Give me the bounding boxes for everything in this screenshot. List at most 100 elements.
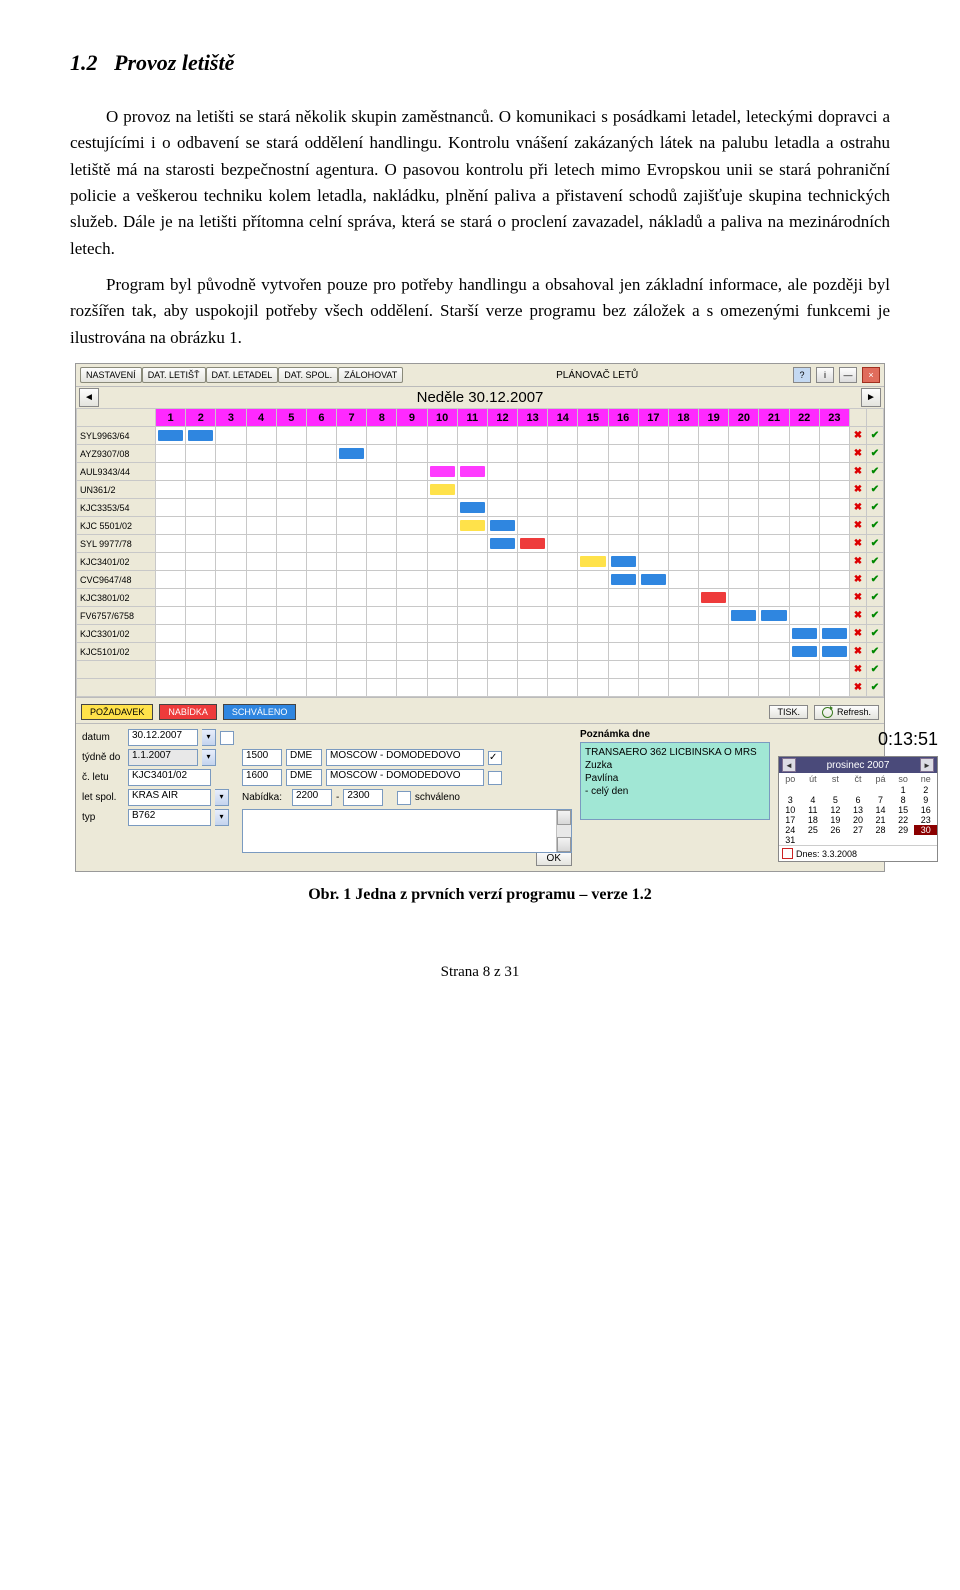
hour-cell[interactable]: [457, 607, 487, 625]
hour-cell[interactable]: [699, 571, 729, 589]
cal-day[interactable]: 16: [914, 805, 937, 815]
hour-cell[interactable]: [367, 463, 397, 481]
hour-cell[interactable]: [156, 481, 186, 499]
hour-cell[interactable]: [216, 571, 246, 589]
hour-cell[interactable]: [729, 643, 759, 661]
hour-cell[interactable]: [487, 643, 517, 661]
help-button[interactable]: ?: [793, 367, 811, 383]
hour-cell[interactable]: [337, 517, 367, 535]
hour-cell[interactable]: [367, 535, 397, 553]
hour-cell[interactable]: [789, 553, 819, 571]
hour-cell[interactable]: [156, 589, 186, 607]
hour-cell[interactable]: [518, 553, 548, 571]
hour-cell[interactable]: [186, 625, 216, 643]
delete-button[interactable]: ✖: [850, 517, 867, 535]
hour-cell[interactable]: [397, 571, 427, 589]
input-letspol[interactable]: KRAS AIR: [128, 789, 211, 806]
hour-cell[interactable]: [457, 679, 487, 697]
confirm-button[interactable]: ✔: [867, 427, 884, 445]
schvaleno-checkbox[interactable]: [397, 791, 411, 805]
hour-cell[interactable]: [186, 481, 216, 499]
hour-cell[interactable]: [397, 499, 427, 517]
hour-cell[interactable]: [668, 463, 698, 481]
delete-button[interactable]: ✖: [850, 535, 867, 553]
hour-cell[interactable]: [367, 499, 397, 517]
hour-cell[interactable]: [186, 589, 216, 607]
hour-cell[interactable]: [306, 679, 336, 697]
cal-day[interactable]: 19: [824, 815, 847, 825]
hour-cell[interactable]: [518, 445, 548, 463]
hour-cell[interactable]: [427, 463, 457, 481]
hour-cell[interactable]: [186, 571, 216, 589]
flight-bar[interactable]: [792, 646, 817, 657]
hour-cell[interactable]: [487, 427, 517, 445]
hour-cell[interactable]: [457, 589, 487, 607]
hour-cell[interactable]: [638, 571, 668, 589]
hour-cell[interactable]: [427, 517, 457, 535]
hour-cell[interactable]: [397, 589, 427, 607]
hour-cell[interactable]: [819, 499, 849, 517]
hour-cell[interactable]: [759, 445, 789, 463]
hour-cell[interactable]: [608, 463, 638, 481]
hour-cell[interactable]: [699, 535, 729, 553]
cal-day[interactable]: 20: [847, 815, 870, 825]
hour-cell[interactable]: [518, 535, 548, 553]
hour-cell[interactable]: [668, 499, 698, 517]
hour-cell[interactable]: [518, 517, 548, 535]
hour-cell[interactable]: [548, 589, 578, 607]
flight-bar[interactable]: [339, 448, 364, 459]
flight-bar[interactable]: [611, 556, 636, 567]
hour-cell[interactable]: [819, 571, 849, 589]
hour-cell[interactable]: [337, 463, 367, 481]
hour-cell[interactable]: [306, 553, 336, 571]
hour-cell[interactable]: [819, 553, 849, 571]
hour-cell[interactable]: [367, 445, 397, 463]
letspol-dropdown-icon[interactable]: ▾: [215, 789, 229, 806]
hour-cell[interactable]: [699, 445, 729, 463]
hour-cell[interactable]: [457, 553, 487, 571]
hour-cell[interactable]: [397, 427, 427, 445]
hour-cell[interactable]: [276, 445, 306, 463]
hour-cell[interactable]: [789, 589, 819, 607]
hour-cell[interactable]: [186, 679, 216, 697]
cal-day[interactable]: 4: [802, 795, 825, 805]
delete-button[interactable]: ✖: [850, 679, 867, 697]
confirm-button[interactable]: ✔: [867, 625, 884, 643]
cal-day[interactable]: 1: [892, 785, 915, 795]
hour-cell[interactable]: [487, 679, 517, 697]
hour-cell[interactable]: [578, 661, 608, 679]
hour-cell[interactable]: [397, 679, 427, 697]
hour-cell[interactable]: [608, 535, 638, 553]
flight-bar[interactable]: [520, 538, 545, 549]
hour-cell[interactable]: [578, 463, 608, 481]
delete-button[interactable]: ✖: [850, 427, 867, 445]
hour-cell[interactable]: [578, 481, 608, 499]
hour-cell[interactable]: [397, 553, 427, 571]
hour-cell[interactable]: [699, 427, 729, 445]
cal-prev-icon[interactable]: ◄: [782, 758, 796, 772]
hour-cell[interactable]: [759, 625, 789, 643]
hour-cell[interactable]: [487, 535, 517, 553]
hour-cell[interactable]: [246, 589, 276, 607]
hour-cell[interactable]: [457, 481, 487, 499]
hour-cell[interactable]: [216, 445, 246, 463]
hour-cell[interactable]: [156, 661, 186, 679]
hour-cell[interactable]: [578, 517, 608, 535]
cal-day[interactable]: 21: [869, 815, 892, 825]
flight-bar[interactable]: [460, 502, 485, 513]
hour-cell[interactable]: [608, 445, 638, 463]
hour-cell[interactable]: [638, 445, 668, 463]
toolbar-button[interactable]: NASTAVENÍ: [80, 367, 142, 383]
hour-cell[interactable]: [548, 553, 578, 571]
hour-cell[interactable]: [819, 607, 849, 625]
delete-button[interactable]: ✖: [850, 553, 867, 571]
hour-cell[interactable]: [397, 481, 427, 499]
hour-cell[interactable]: [156, 499, 186, 517]
hour-cell[interactable]: [427, 553, 457, 571]
hour-cell[interactable]: [518, 625, 548, 643]
hour-cell[interactable]: [759, 463, 789, 481]
hour-cell[interactable]: [668, 661, 698, 679]
hour-cell[interactable]: [578, 679, 608, 697]
hour-cell[interactable]: [397, 661, 427, 679]
hour-cell[interactable]: [699, 643, 729, 661]
